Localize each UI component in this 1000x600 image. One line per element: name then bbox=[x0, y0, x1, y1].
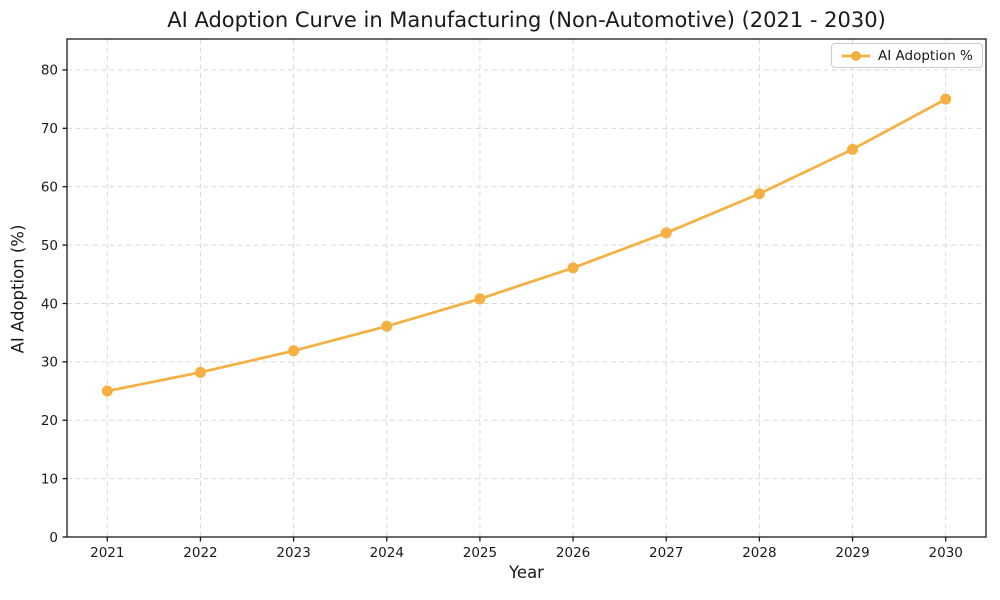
y-tick-label: 60 bbox=[41, 180, 58, 196]
data-point-marker bbox=[567, 262, 579, 274]
legend-label: AI Adoption % bbox=[878, 47, 973, 64]
gridlines bbox=[67, 39, 986, 538]
y-tick-label: 80 bbox=[41, 63, 58, 79]
y-tick-label: 0 bbox=[49, 530, 58, 546]
plot-border bbox=[66, 38, 987, 538]
x-axis-label: Year bbox=[509, 563, 544, 582]
data-point-marker bbox=[381, 320, 393, 332]
data-point-marker bbox=[288, 345, 300, 357]
data-point-marker bbox=[474, 293, 486, 305]
x-tick-label: 2026 bbox=[556, 545, 590, 561]
x-tick-label: 2030 bbox=[929, 545, 963, 561]
data-point-marker bbox=[194, 366, 206, 378]
y-tick-label: 40 bbox=[41, 296, 58, 312]
y-tick-label: 30 bbox=[41, 355, 58, 371]
legend-sample-marker bbox=[851, 50, 861, 61]
x-tick-label: 2023 bbox=[276, 545, 310, 561]
x-tick-label: 2025 bbox=[463, 545, 497, 561]
x-tick-label: 2022 bbox=[183, 545, 217, 561]
x-tick-label: 2024 bbox=[370, 545, 404, 561]
tick-marks bbox=[62, 69, 947, 542]
x-tick-label: 2027 bbox=[649, 545, 683, 561]
legend-line-marker-icon bbox=[842, 50, 870, 61]
series-line bbox=[105, 97, 948, 393]
legend: AI Adoption % bbox=[831, 43, 983, 68]
x-tick-label: 2028 bbox=[742, 545, 776, 561]
y-tick-label: 50 bbox=[41, 238, 58, 254]
data-point-marker bbox=[660, 227, 672, 239]
series-group bbox=[101, 93, 952, 397]
data-point-marker bbox=[101, 385, 113, 397]
x-tick-label: 2029 bbox=[835, 545, 869, 561]
y-tick-label: 70 bbox=[41, 121, 58, 137]
data-point-marker bbox=[753, 188, 765, 200]
axes-spines bbox=[66, 38, 987, 538]
y-tick-label: 10 bbox=[41, 471, 58, 487]
y-tick-label: 20 bbox=[41, 413, 58, 429]
data-point-marker bbox=[847, 143, 859, 155]
data-point-marker bbox=[940, 93, 952, 105]
y-axis-label: AI Adoption (%) bbox=[8, 224, 28, 354]
x-tick-label: 2021 bbox=[90, 545, 124, 561]
chart-title: AI Adoption Curve in Manufacturing (Non-… bbox=[167, 8, 886, 32]
